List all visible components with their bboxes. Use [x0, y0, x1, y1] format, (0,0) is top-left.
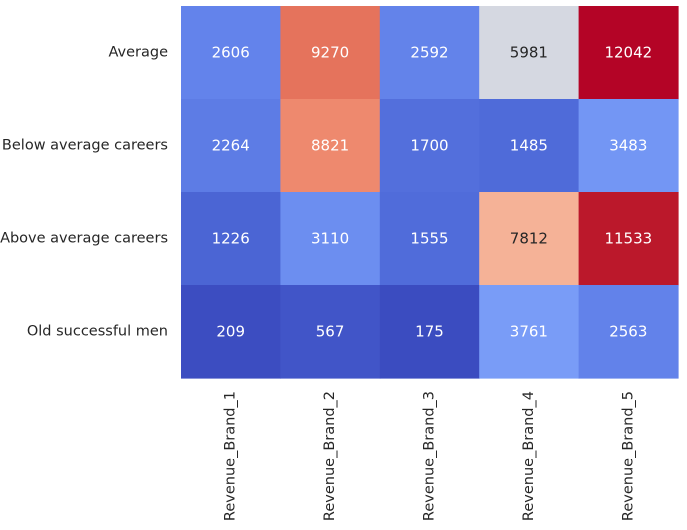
heatmap-cell: [280, 6, 381, 100]
heatmap-cell: [181, 192, 281, 286]
row-labels: Average Below average careers Above averag…: [0, 45, 168, 340]
column-tick-label: Revenue_Brand_2: [322, 391, 338, 521]
column-tick-label: Revenue_Brand_4: [521, 391, 537, 521]
heatmap-cell: [280, 99, 381, 193]
heatmap-cell: [379, 285, 480, 379]
column-tick-label: Revenue_Brand_3: [422, 391, 438, 521]
heatmap-cell: [181, 285, 281, 379]
cell-value-label: 2264: [212, 137, 250, 155]
cell-value-label: 7812: [510, 230, 548, 248]
cell-value-label: 2606: [212, 44, 250, 62]
heatmap-cell: [578, 6, 679, 100]
row-tick-label: Average: [108, 45, 168, 61]
heatmap-cell: [479, 6, 580, 100]
heatmap-cell: [181, 6, 281, 100]
cell-value-label: 2563: [609, 323, 647, 341]
heatmap-cell: [280, 285, 381, 379]
column-tick-label: Revenue_Brand_1: [223, 391, 239, 521]
cell-value-label: 3110: [311, 230, 349, 248]
row-tick-label: Old successful men: [27, 324, 168, 340]
cell-value-label: 5981: [510, 44, 548, 62]
heatmap-cells: 2606 9270 2592 5981 12042 2264 8821 1700 1485 348…: [181, 6, 679, 379]
column-tick-label: Revenue_Brand_5: [620, 391, 636, 521]
cell-value-label: 1485: [510, 137, 548, 155]
heatmap-cell: [479, 192, 580, 286]
cell-value-label: 1226: [212, 230, 250, 248]
heatmap-cell: [479, 285, 580, 379]
cell-value-label: 2592: [410, 44, 448, 62]
heatmap-cell: [578, 285, 679, 379]
heatmap-cell: [280, 192, 381, 286]
cell-value-label: 175: [415, 323, 444, 341]
heatmap-cell: [578, 99, 679, 193]
heatmap-cell: [379, 6, 480, 100]
cell-value-label: 209: [216, 323, 245, 341]
heatmap-cell: [379, 99, 480, 193]
heatmap-cell: [181, 99, 281, 193]
heatmap-cell: [479, 99, 580, 193]
cell-value-label: 12042: [604, 44, 652, 62]
cell-value-label: 8821: [311, 137, 349, 155]
cell-value-label: 9270: [311, 44, 349, 62]
row-tick-label: Above average careers: [0, 231, 168, 247]
cell-value-label: 567: [316, 323, 345, 341]
heatmap-cell: [379, 192, 480, 286]
cell-value-label: 1555: [410, 230, 448, 248]
cell-value-label: 1700: [410, 137, 448, 155]
column-labels: Revenue_Brand_1 Revenue_Brand_2 Revenue_Br…: [223, 391, 637, 521]
row-tick-label: Below average careers: [2, 138, 168, 154]
cell-value-label: 11533: [604, 230, 652, 248]
cell-value-label: 3483: [609, 137, 647, 155]
heatmap-cell: [578, 192, 679, 286]
cell-value-label: 3761: [510, 323, 548, 341]
